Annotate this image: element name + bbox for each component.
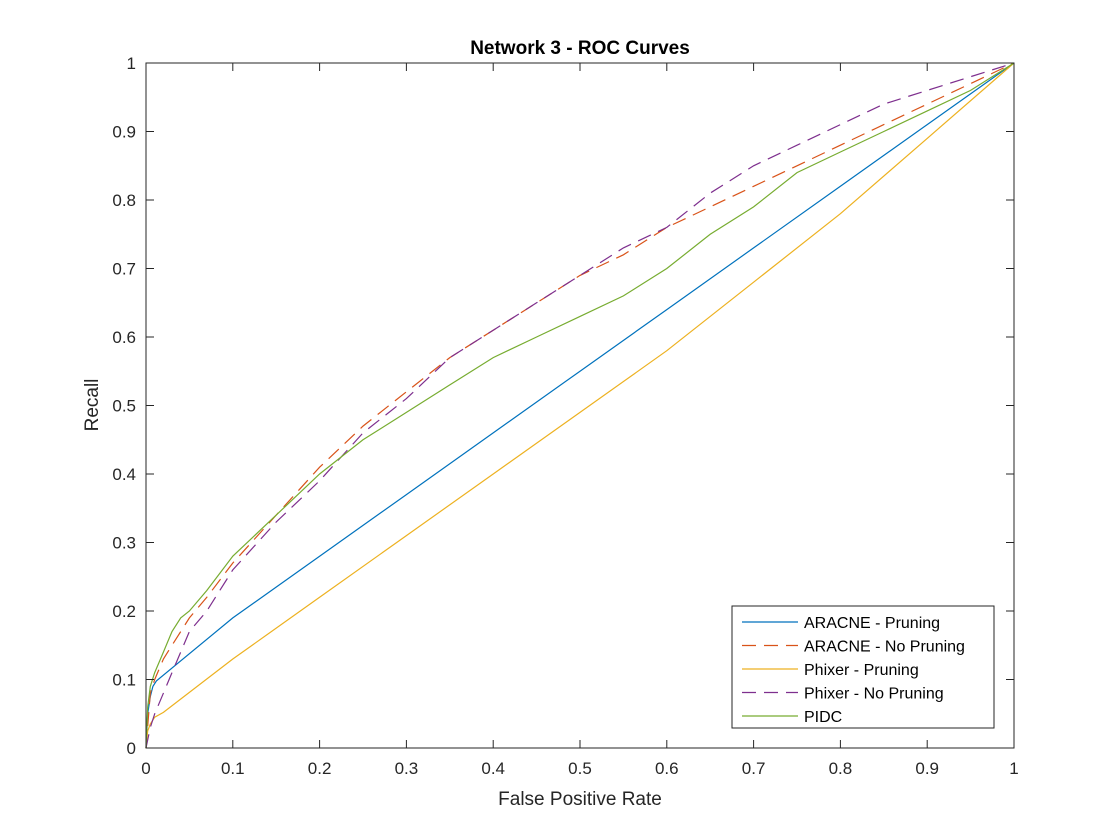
y-tick-label: 1	[127, 54, 136, 73]
y-tick-label: 0.8	[112, 191, 136, 210]
y-tick-label: 0.5	[112, 397, 136, 416]
x-tick-label: 0.9	[915, 759, 939, 778]
legend-label: PIDC	[804, 709, 842, 726]
x-tick-label: 0.8	[829, 759, 853, 778]
legend-label: ARACNE - Pruning	[804, 615, 940, 632]
x-tick-label: 0.2	[308, 759, 332, 778]
y-axis-label: Recall	[82, 379, 103, 432]
x-axis-label: False Positive Rate	[498, 789, 662, 810]
x-tick-label: 0.1	[221, 759, 245, 778]
x-tick-label: 0.3	[395, 759, 419, 778]
x-tick-label: 0.4	[481, 759, 505, 778]
x-tick-label: 0	[141, 759, 150, 778]
legend-label: Phixer - Pruning	[804, 662, 919, 679]
legend: ARACNE - Pruning ARACNE - No Pruning Phixe…	[731, 605, 995, 729]
x-tick-label: 1	[1009, 759, 1018, 778]
ticks-layer: 0 0.1 0.2 0.3 0.4 0.5 0.6 0.7 0.8 0.9 1 0 0.1 0.2 0.3 0…	[112, 54, 1018, 778]
y-tick-label: 0.6	[112, 328, 136, 347]
x-tick-label: 0.5	[568, 759, 592, 778]
x-tick-label: 0.6	[655, 759, 679, 778]
y-tick-label: 0	[127, 739, 136, 758]
y-tick-label: 0.1	[112, 671, 136, 690]
chart-title: Network 3 - ROC Curves	[470, 38, 690, 59]
legend-box	[731, 605, 995, 729]
legend-label: Phixer - No Pruning	[804, 686, 944, 703]
y-tick-label: 0.9	[112, 123, 136, 142]
y-tick-label: 0.4	[112, 465, 136, 484]
series-layer	[145, 62, 1015, 749]
series-line-1	[145, 62, 1015, 749]
y-tick-label: 0.3	[112, 534, 136, 553]
legend-label: ARACNE - No Pruning	[804, 639, 965, 656]
y-tick-label: 0.2	[112, 602, 136, 621]
y-tick-label: 0.7	[112, 260, 136, 279]
series-line-5	[145, 62, 1015, 749]
x-tick-label: 0.7	[742, 759, 766, 778]
